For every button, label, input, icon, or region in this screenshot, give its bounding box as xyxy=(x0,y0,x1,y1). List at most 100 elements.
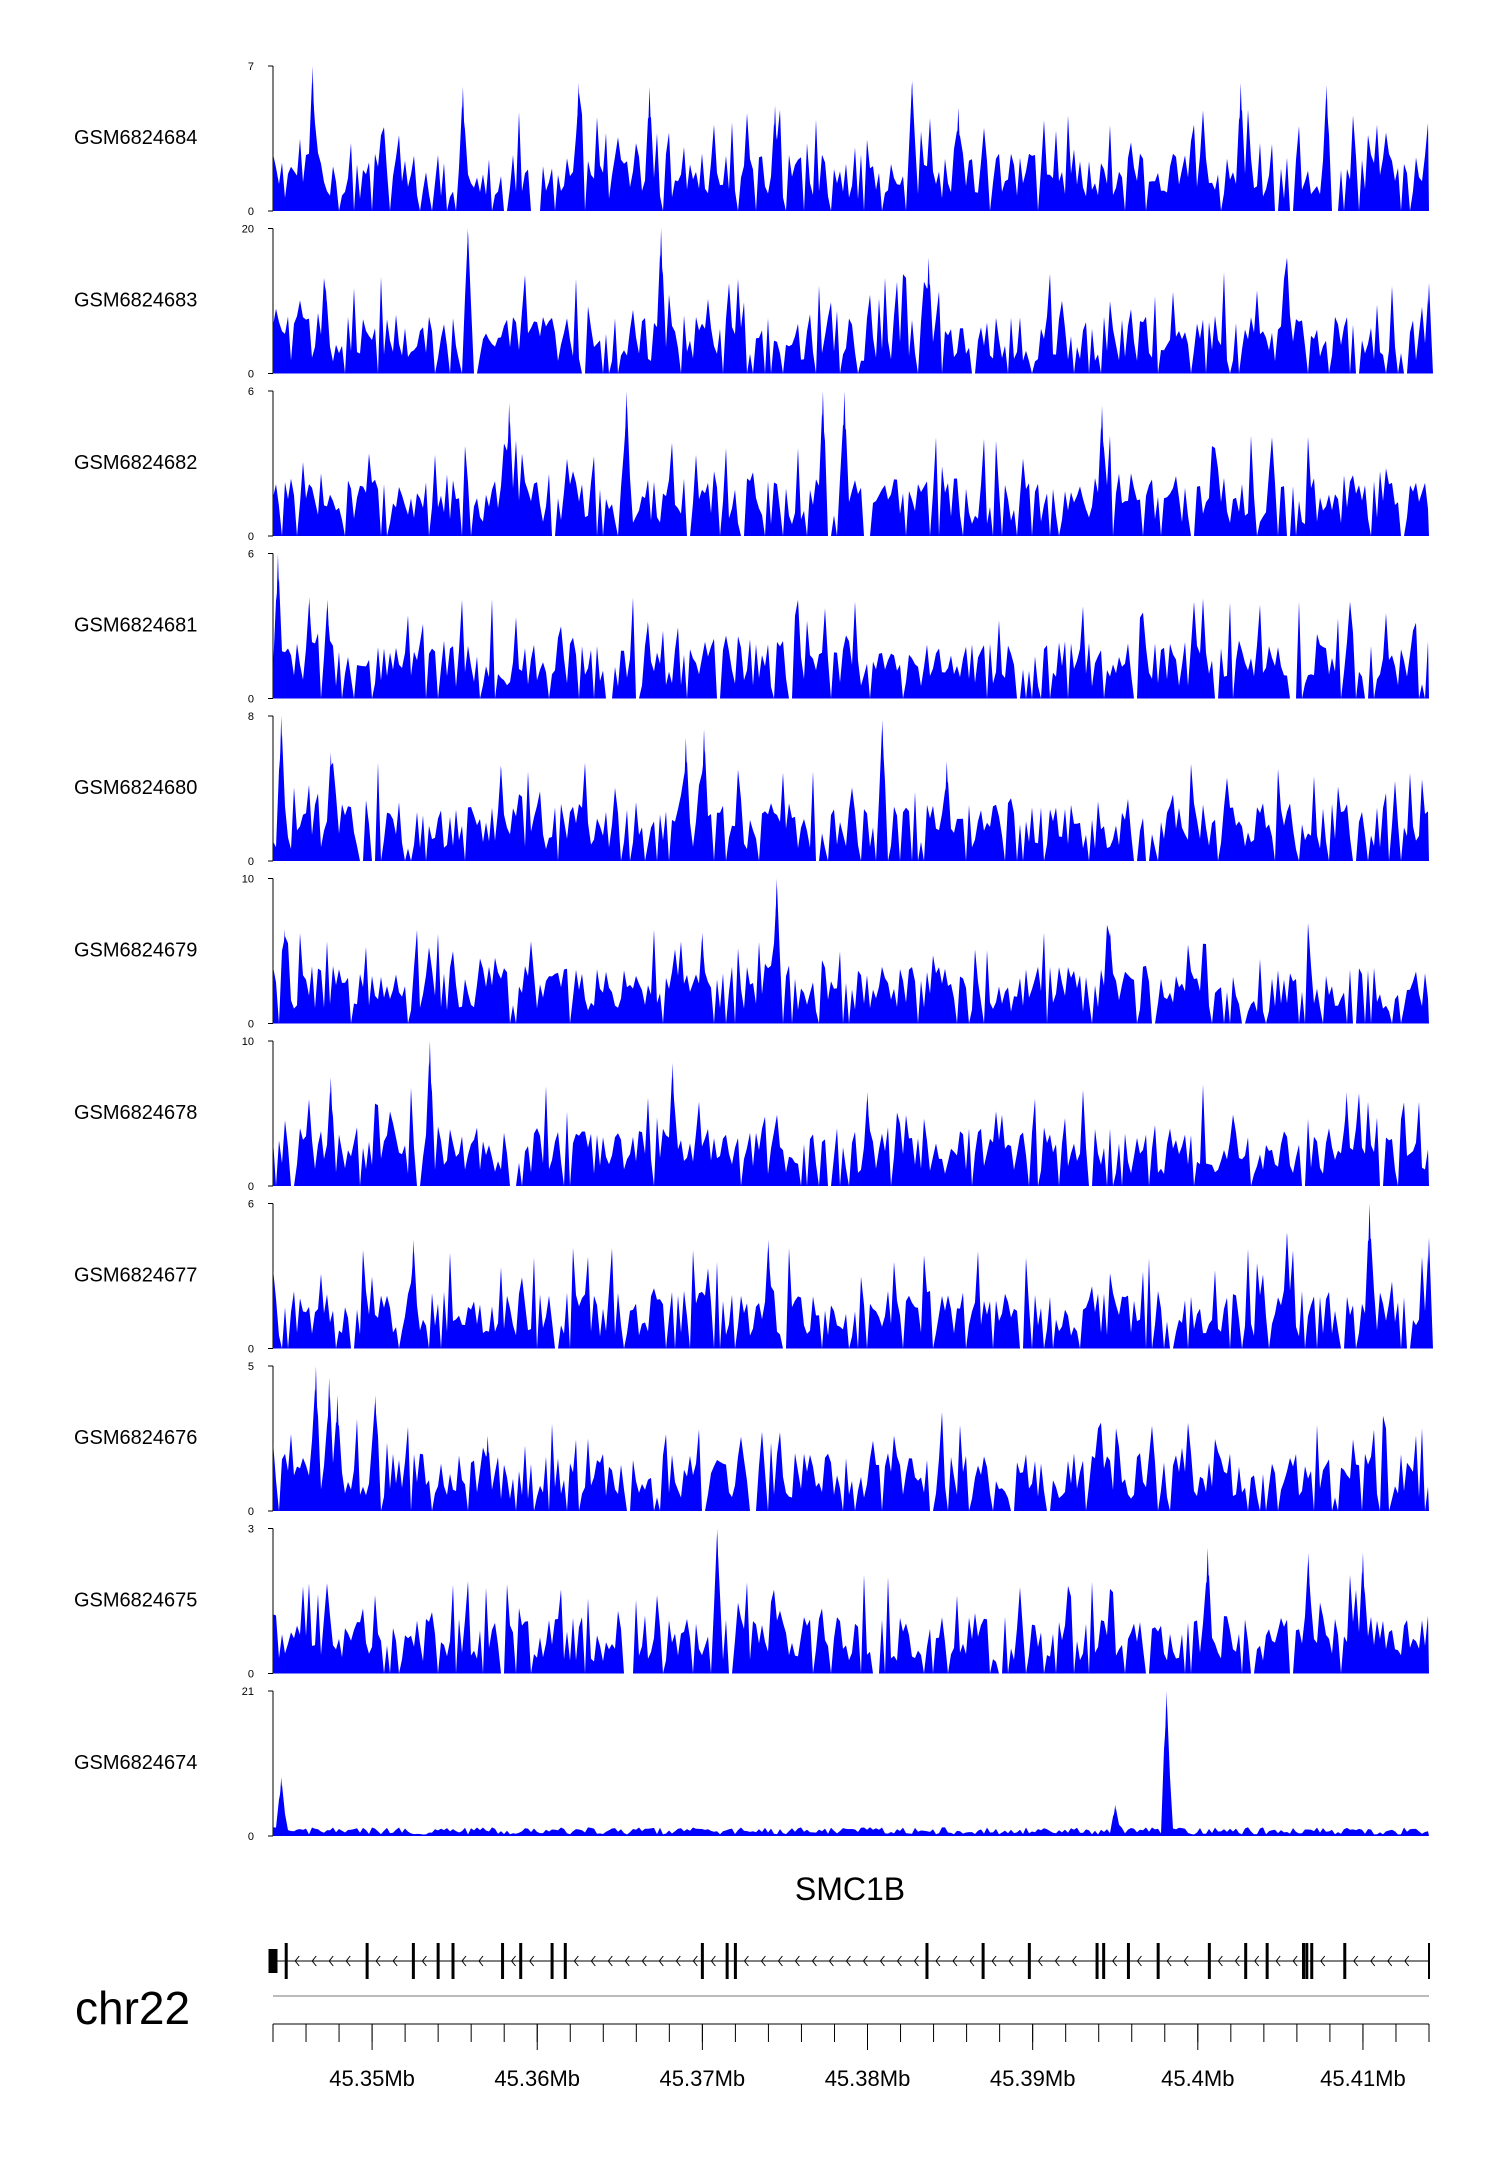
y-max-label: 10 xyxy=(242,874,254,886)
coverage-track: GSM6824684 7 0 xyxy=(74,61,1429,218)
coverage-track: GSM6824679 10 0 xyxy=(74,874,1429,1031)
coverage-peak xyxy=(1342,1091,1351,1186)
y-max-label: 20 xyxy=(242,224,254,236)
coverage-peak xyxy=(463,228,472,374)
coverage-area xyxy=(273,1232,1429,1349)
strand-arrow xyxy=(1292,1955,1298,1967)
coverage-area xyxy=(273,886,1429,1024)
coverage-track: GSM6824683 20 0 xyxy=(74,224,1433,381)
strand-arrow xyxy=(1320,1955,1326,1967)
strand-arrow xyxy=(896,1955,902,1967)
coverage-peak xyxy=(772,878,781,1024)
exon-block xyxy=(700,1943,704,1979)
exon-block xyxy=(451,1943,455,1979)
strand-arrow xyxy=(969,1955,975,1967)
gene-name-label: SMC1B xyxy=(795,1871,905,1907)
strand-arrow xyxy=(392,1955,398,1967)
coverage-track: GSM6824677 6 0 xyxy=(74,1199,1433,1356)
strand-arrow xyxy=(845,1955,851,1967)
strand-arrow xyxy=(1234,1955,1240,1967)
coverage-area xyxy=(273,728,1429,861)
coverage-peak xyxy=(657,228,666,374)
strand-arrow xyxy=(1275,1955,1281,1967)
coverage-area xyxy=(273,578,1429,699)
strand-arrow xyxy=(1217,1955,1223,1967)
track-name-label: GSM6824683 xyxy=(74,290,197,312)
coverage-peak xyxy=(1162,1691,1171,1836)
y-min-label: 0 xyxy=(248,369,254,381)
coverage-peak xyxy=(311,1366,320,1511)
exon-block xyxy=(268,1949,278,1973)
x-tick-label: 45.37Mb xyxy=(660,2066,746,2091)
track-name-label: GSM6824681 xyxy=(74,615,197,637)
coverage-peak xyxy=(908,80,917,211)
coverage-area xyxy=(273,231,1429,374)
strand-arrow xyxy=(811,1955,817,1967)
y-min-label: 0 xyxy=(248,856,254,868)
strand-arrow xyxy=(1183,1955,1189,1967)
strand-arrow xyxy=(590,1955,596,1967)
coverage-peak xyxy=(458,86,467,211)
chromosome-label: chr22 xyxy=(75,1982,190,2034)
x-tick-label: 45.39Mb xyxy=(990,2066,1076,2091)
y-max-label: 3 xyxy=(248,1524,254,1536)
strand-arrow xyxy=(1136,1955,1142,1967)
strand-arrow xyxy=(1112,1955,1118,1967)
strand-arrow xyxy=(952,1955,958,1967)
coverage-track: GSM6824676 5 0 xyxy=(74,1361,1429,1518)
track-name-label: GSM6824675 xyxy=(74,1590,197,1612)
track-name-label: GSM6824684 xyxy=(74,127,197,149)
y-max-label: 6 xyxy=(248,386,254,398)
y-min-label: 0 xyxy=(248,1669,254,1681)
strand-arrow xyxy=(641,1955,647,1967)
y-min-label: 0 xyxy=(248,1506,254,1518)
coverage-peak xyxy=(1365,1203,1374,1349)
y-min-label: 0 xyxy=(248,1019,254,1031)
coverage-peak xyxy=(700,728,709,861)
coverage-peak xyxy=(942,761,951,861)
strand-arrow xyxy=(710,1955,716,1967)
y-max-label: 6 xyxy=(248,1199,254,1211)
exon-block xyxy=(1265,1943,1269,1979)
coverage-peak xyxy=(326,752,335,861)
coverage-peak xyxy=(924,257,933,374)
track-name-label: GSM6824682 xyxy=(74,452,197,474)
strand-arrow xyxy=(510,1955,516,1967)
coverage-peak xyxy=(325,1377,334,1511)
strand-arrow xyxy=(692,1955,698,1967)
coverage-peak xyxy=(308,66,317,211)
coverage-peak xyxy=(1282,1232,1291,1349)
coverage-peak xyxy=(1282,257,1291,374)
coverage-peak xyxy=(878,719,887,861)
strand-arrow xyxy=(862,1955,868,1967)
coverage-peak xyxy=(273,553,282,699)
strand-arrow xyxy=(607,1955,613,1967)
coverage-peak xyxy=(818,391,827,536)
coverage-tracks: GSM682468470GSM6824683200GSM682468260GSM… xyxy=(74,61,1433,1843)
exon-block xyxy=(1027,1943,1031,1979)
exon-block xyxy=(563,1943,567,1979)
coverage-peak xyxy=(771,105,780,211)
coverage-peak xyxy=(954,107,963,211)
coverage-peak xyxy=(333,1395,342,1511)
strand-arrow xyxy=(828,1955,834,1967)
track-name-label: GSM6824677 xyxy=(74,1265,197,1287)
coverage-peak xyxy=(668,1062,677,1186)
strand-arrow xyxy=(1037,1955,1043,1967)
exon-block xyxy=(1428,1943,1430,1979)
coverage-area xyxy=(273,1388,1429,1511)
coverage-peak xyxy=(1098,405,1107,536)
track-name-label: GSM6824679 xyxy=(74,940,197,962)
coverage-peak xyxy=(277,716,286,861)
strand-arrow xyxy=(1166,1955,1172,1967)
y-min-label: 0 xyxy=(248,1181,254,1193)
strand-arrow xyxy=(1071,1955,1077,1967)
coverage-peak xyxy=(1111,1804,1120,1836)
y-min-label: 0 xyxy=(248,1831,254,1843)
coverage-track: GSM6824674 21 0 xyxy=(74,1686,1429,1843)
track-name-label: GSM6824678 xyxy=(74,1102,197,1124)
y-max-label: 8 xyxy=(248,711,254,723)
coverage-peak xyxy=(1425,1237,1433,1349)
track-name-label: GSM6824680 xyxy=(74,777,197,799)
